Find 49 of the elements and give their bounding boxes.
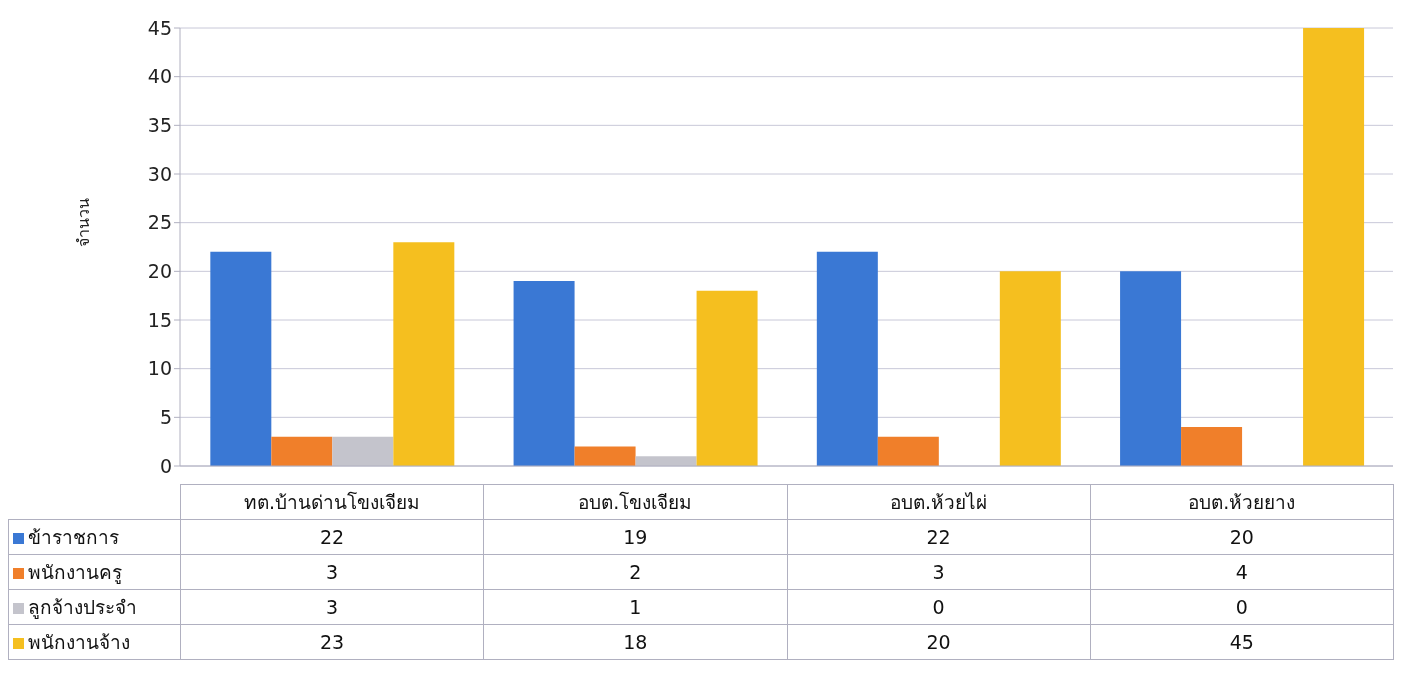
data-label: 22 [787,519,1091,555]
y-tick-label: 40 [147,65,172,88]
legend-label: พนักงานจ้าง [8,624,181,660]
bar [574,446,636,466]
bar [877,436,939,466]
data-label: 20 [787,624,1091,660]
data-label: 0 [787,589,1091,625]
y-axis-title: จำนวน [73,198,93,247]
y-tick-label: 15 [147,308,172,331]
legend-label: ลูกจ้างประจำ [8,589,181,625]
data-label: 2 [483,554,787,590]
bar [271,436,333,466]
bar [1120,271,1182,466]
bar [1181,427,1243,466]
y-tick-label: 20 [147,260,172,283]
bar [635,456,697,466]
data-label: 1 [483,589,787,625]
data-label: 3 [787,554,1091,590]
y-tick-label: 45 [147,16,172,39]
bar [513,281,575,466]
bar [816,251,878,466]
bar [696,290,758,466]
bar [999,271,1061,466]
data-label: 0 [1090,589,1394,625]
y-tick-label: 5 [159,406,172,429]
bar [393,242,455,466]
data-label: 20 [1090,519,1394,555]
bar [1303,28,1365,466]
x-tick-label: อบต.ห้วยยาง [1090,484,1394,520]
data-label: 4 [1090,554,1394,590]
y-tick-label: 10 [147,357,172,380]
y-tick-label: 0 [159,454,172,477]
data-label: 19 [483,519,787,555]
data-label: 3 [180,554,484,590]
data-label: 3 [180,589,484,625]
data-label: 23 [180,624,484,660]
data-label: 22 [180,519,484,555]
x-tick-label: อบต.โขงเจียม [483,484,787,520]
data-label: 18 [483,624,787,660]
x-tick-label: อบต.ห้วยไผ่ [787,484,1091,520]
legend-label: พนักงานครู [8,554,181,590]
bar [210,251,272,466]
bar [332,436,394,466]
data-label: 45 [1090,624,1394,660]
y-tick-label: 35 [147,114,172,137]
y-tick-label: 25 [147,211,172,234]
legend-label: ข้าราชการ [8,519,181,555]
x-tick-label: ทต.บ้านด่านโขงเจียม [180,484,484,520]
y-tick-label: 30 [147,162,172,185]
